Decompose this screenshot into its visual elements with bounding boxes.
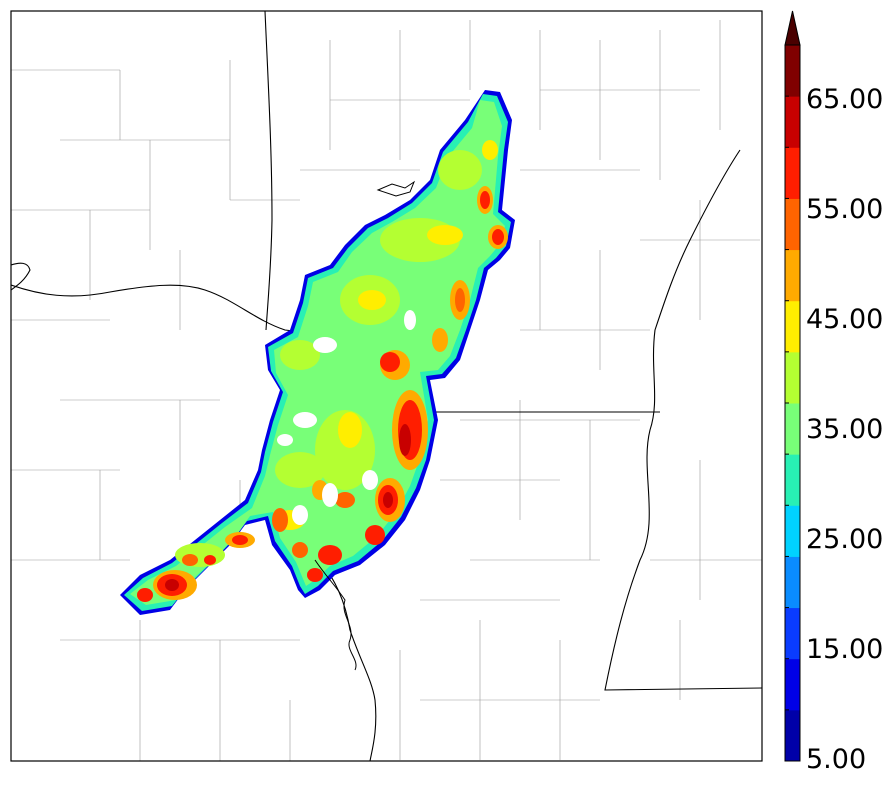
colorbar-extend-arrow — [784, 10, 801, 46]
colorbar-segment — [785, 556, 800, 609]
lake-shape — [376, 180, 416, 197]
shaded-field — [120, 90, 515, 615]
colorbar-label-35: 35.00 — [806, 414, 884, 445]
colorbar-segment — [785, 403, 800, 455]
colorbar-segment — [785, 300, 800, 353]
colorbar-label-65: 65.00 — [806, 84, 884, 115]
colorbar-segment — [785, 96, 800, 148]
colorbar-label-55: 55.00 — [806, 194, 884, 225]
colorbar-segment — [785, 249, 800, 302]
map-frame — [10, 10, 763, 762]
colorbar-segment — [785, 709, 800, 762]
colorbar-segment — [785, 45, 800, 97]
colorbar-segment — [785, 607, 800, 660]
colorbar-segment — [785, 198, 800, 251]
colorbar-label-45: 45.00 — [806, 304, 884, 335]
colorbar-label-15: 15.00 — [806, 634, 884, 665]
colorbar-segment — [785, 505, 800, 557]
colorbar — [784, 10, 801, 762]
colorbar-segment — [785, 351, 800, 404]
colorbar-label-5: 5.00 — [806, 744, 867, 775]
colorbar-segment — [785, 454, 800, 506]
colorbar-label-25: 25.00 — [806, 524, 884, 555]
county-boundaries — [11, 20, 762, 761]
colorbar-segment — [785, 658, 800, 711]
river-line — [314, 559, 357, 671]
colorbar-segment — [785, 147, 800, 199]
